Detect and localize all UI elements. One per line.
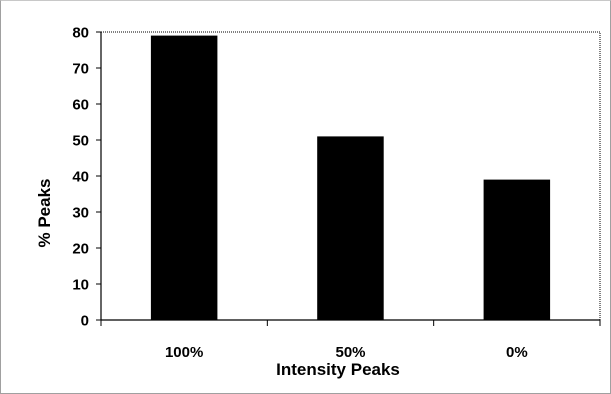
bar-100pct: [150, 35, 218, 320]
y-tick-label: 70: [72, 61, 89, 78]
y-tick-label: 80: [72, 25, 89, 42]
y-tick-label: 20: [72, 241, 89, 258]
y-tick-label: 60: [72, 97, 89, 114]
y-axis-title: % Peaks: [35, 179, 54, 248]
x-axis: 100% 50% 0%: [100, 319, 601, 361]
x-tick-label: 50%: [335, 344, 365, 361]
y-tick-label: 50: [72, 133, 89, 150]
bars-group: [150, 35, 551, 320]
y-axis: 0 10 20 30 40 50 60 70 80: [72, 25, 102, 330]
y-tick-label: 10: [72, 277, 89, 294]
bar-0pct: [483, 179, 551, 320]
y-tick-label: 30: [72, 205, 89, 222]
x-tick-label: 0%: [506, 344, 528, 361]
x-axis-title: Intensity Peaks: [276, 360, 400, 379]
x-tick-label: 100%: [165, 344, 203, 361]
y-tick-label: 40: [72, 169, 89, 186]
bar-50pct: [317, 136, 384, 320]
y-tick-label: 0: [81, 313, 89, 330]
